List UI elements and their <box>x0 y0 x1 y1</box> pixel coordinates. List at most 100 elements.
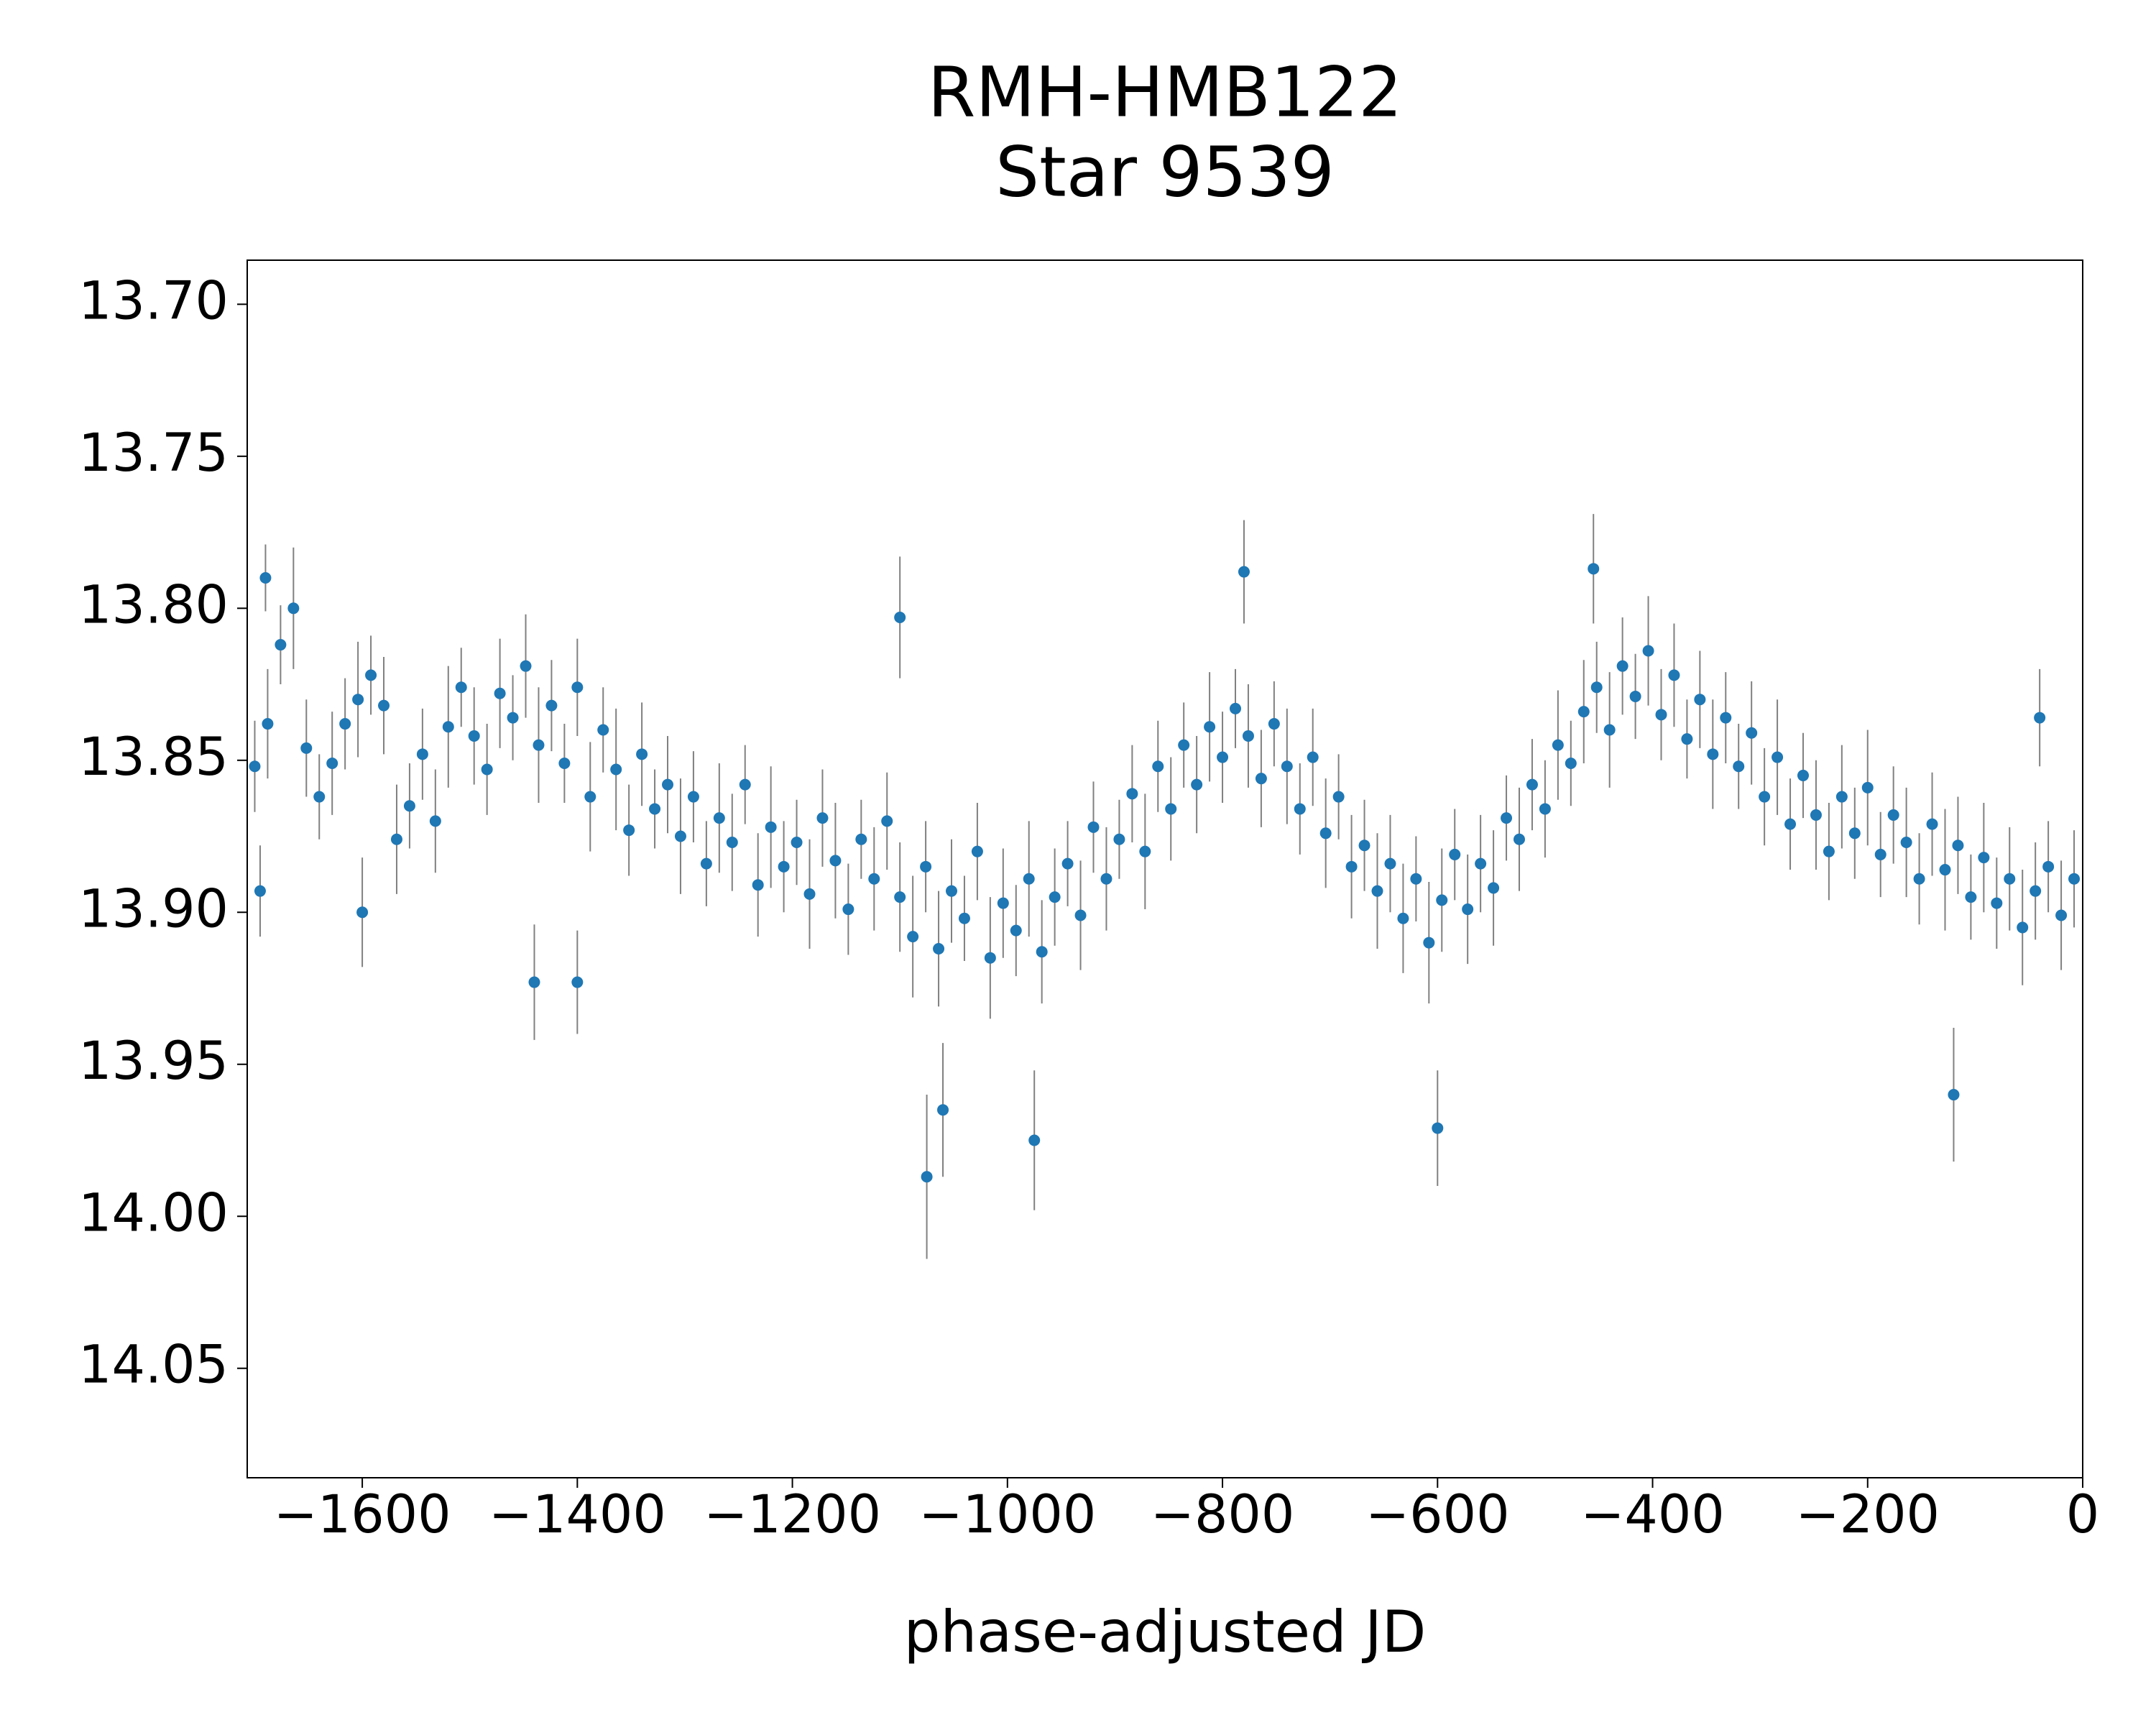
data-point <box>597 724 609 736</box>
data-point <box>1061 857 1074 870</box>
data-point <box>1913 873 1925 885</box>
data-point <box>378 699 390 712</box>
data-point <box>1991 897 2003 909</box>
x-tick-label: −1400 <box>489 1484 666 1545</box>
data-point <box>1010 924 1022 937</box>
data-point <box>1281 760 1293 773</box>
data-point <box>1074 909 1087 921</box>
data-point <box>1797 769 1809 781</box>
data-point <box>1371 885 1383 897</box>
data-point <box>1707 748 1719 760</box>
data-point <box>1655 709 1667 721</box>
x-tick-label: −800 <box>1151 1484 1295 1545</box>
data-point <box>778 860 790 873</box>
data-point <box>1629 690 1641 702</box>
data-point <box>1616 660 1628 672</box>
data-point <box>739 778 751 791</box>
data-point <box>1948 1089 1960 1101</box>
data-point <box>1410 873 1422 885</box>
data-point <box>2055 909 2068 921</box>
data-point <box>584 791 596 803</box>
data-point <box>1049 891 1061 903</box>
data-point <box>403 800 415 812</box>
data-point <box>1028 1134 1041 1146</box>
data-point <box>1384 857 1396 870</box>
data-point <box>907 931 919 943</box>
data-point <box>1720 712 1732 724</box>
x-tick-label: −1600 <box>274 1484 451 1545</box>
data-point <box>1191 778 1203 791</box>
data-point <box>1294 803 1306 815</box>
data-point <box>1784 818 1797 830</box>
data-point <box>1462 903 1474 916</box>
data-point <box>803 888 816 900</box>
data-point <box>1501 812 1513 824</box>
data-point <box>352 694 364 706</box>
data-point <box>1772 751 1784 763</box>
data-point <box>894 611 906 623</box>
data-point <box>365 669 377 681</box>
data-point <box>2030 885 2042 897</box>
data-point <box>2017 921 2029 934</box>
data-point <box>1513 833 1525 845</box>
data-point <box>1952 840 1964 852</box>
data-point <box>1152 760 1164 773</box>
data-point <box>1887 809 1899 821</box>
data-point <box>558 758 571 770</box>
data-point <box>1488 882 1500 894</box>
data-point <box>1861 781 1874 794</box>
data-point <box>442 721 454 733</box>
data-point <box>971 845 983 857</box>
data-point <box>313 791 326 803</box>
data-point <box>1978 852 1990 864</box>
data-point <box>1603 724 1616 736</box>
x-tick-label: −400 <box>1580 1484 1725 1545</box>
x-axis-label: phase-adjusted JD <box>904 1598 1427 1665</box>
x-tick-label: −1000 <box>918 1484 1096 1545</box>
data-point <box>937 1104 949 1116</box>
data-point <box>1230 702 1242 714</box>
data-point <box>842 903 854 916</box>
plot-frame <box>247 259 2083 1478</box>
data-point <box>300 742 313 754</box>
data-point <box>1178 739 1190 751</box>
data-point <box>1900 836 1912 848</box>
data-point <box>855 833 867 845</box>
data-point <box>2004 873 2016 885</box>
data-point <box>1255 773 1267 785</box>
data-point <box>687 791 699 803</box>
data-point <box>1345 860 1358 873</box>
data-point <box>1139 845 1151 857</box>
y-tick-label: 13.80 <box>78 574 229 635</box>
data-point <box>455 681 467 694</box>
data-point <box>1113 833 1125 845</box>
data-point <box>1590 681 1603 694</box>
data-point <box>1965 891 1977 903</box>
data-point <box>545 699 558 712</box>
data-point <box>1694 694 1706 706</box>
data-point <box>507 712 519 724</box>
data-point <box>2042 860 2055 873</box>
data-point <box>533 739 545 751</box>
data-point <box>1588 563 1600 575</box>
data-point <box>1358 840 1370 852</box>
data-point <box>1823 845 1835 857</box>
chart-subtitle: Star 9539 <box>995 132 1335 212</box>
data-point <box>1526 778 1538 791</box>
y-tick-label: 13.95 <box>78 1031 229 1092</box>
x-tick-label: 0 <box>2066 1484 2099 1545</box>
data-point <box>429 815 441 827</box>
data-point <box>997 897 1009 909</box>
data-point <box>481 763 493 776</box>
data-point <box>1307 751 1319 763</box>
data-point <box>259 572 272 584</box>
data-point <box>339 718 351 730</box>
data-point <box>623 824 635 837</box>
data-point <box>933 943 945 955</box>
data-point <box>1268 718 1280 730</box>
data-point <box>416 748 428 760</box>
y-tick-label: 13.70 <box>78 270 229 331</box>
data-point <box>1733 760 1745 773</box>
data-point <box>468 730 480 742</box>
data-point <box>649 803 661 815</box>
